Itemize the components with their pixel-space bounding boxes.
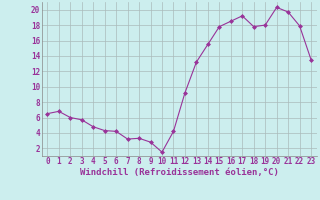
X-axis label: Windchill (Refroidissement éolien,°C): Windchill (Refroidissement éolien,°C) [80, 168, 279, 177]
